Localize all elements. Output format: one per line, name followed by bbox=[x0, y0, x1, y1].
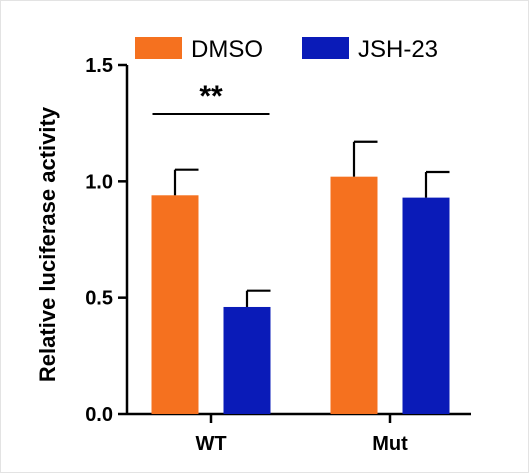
legend: DMSO JSH-23 bbox=[135, 36, 438, 63]
x-axis: WT Mut bbox=[127, 412, 471, 455]
significance-label: ** bbox=[199, 80, 223, 113]
bar-jsh-23-wt bbox=[223, 306, 271, 414]
bars bbox=[151, 176, 450, 414]
significance-annotation: ** bbox=[152, 80, 270, 115]
bar-jsh-23-mut bbox=[402, 197, 450, 414]
y-tick-label: 1.5 bbox=[85, 55, 113, 77]
y-axis: 0.0 0.5 1.0 1.5 bbox=[85, 55, 129, 426]
bar-dmso-wt bbox=[151, 195, 199, 414]
y-tick-label: 0.0 bbox=[85, 404, 113, 426]
y-tick-label: 0.5 bbox=[85, 288, 113, 310]
y-axis-label: Relative luciferase activity bbox=[35, 106, 60, 382]
legend-label-jsh-23: JSH-23 bbox=[358, 36, 438, 63]
legend-label-dmso: DMSO bbox=[191, 36, 263, 63]
x-tick-label: Mut bbox=[372, 433, 408, 455]
x-tick-label: WT bbox=[195, 433, 226, 455]
bar-dmso-mut bbox=[330, 176, 378, 414]
legend-swatch-dmso bbox=[135, 37, 182, 59]
y-tick-label: 1.0 bbox=[85, 171, 113, 193]
legend-swatch-jsh-23 bbox=[302, 37, 349, 59]
error-bars bbox=[173, 140, 450, 307]
